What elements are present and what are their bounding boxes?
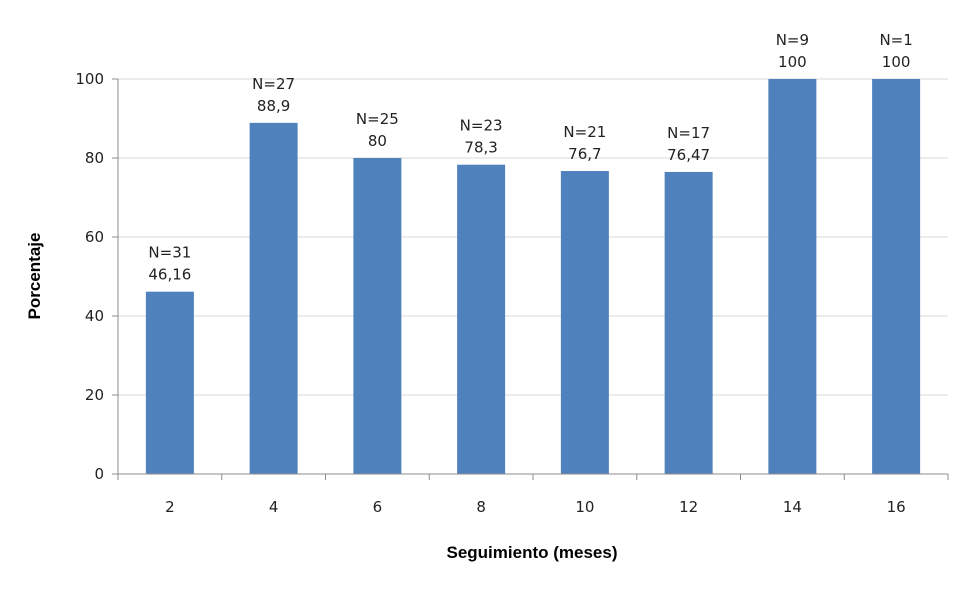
bar: [560, 171, 609, 474]
data-label: 100: [778, 53, 807, 71]
x-tick-label: 16: [887, 498, 906, 516]
n-label: N=25: [356, 110, 399, 128]
labels: 0 20 40 60 80 100 2 N=31 46,16 4 N=27 88,9 6 N=25 80 8 N…: [75, 31, 912, 516]
data-label: 78,3: [464, 139, 497, 157]
y-tick-label: 100: [75, 70, 104, 88]
bar: [872, 79, 921, 474]
data-label: 46,16: [148, 266, 191, 284]
data-label: 76,47: [667, 146, 710, 164]
y-axis-title: Porcentaje: [25, 233, 44, 320]
n-label: N=27: [252, 75, 295, 93]
y-tick-label: 0: [94, 465, 104, 483]
data-label: 88,9: [257, 97, 290, 115]
n-label: N=23: [460, 117, 503, 135]
axes: [112, 78, 949, 480]
n-label: N=21: [563, 123, 606, 141]
bar: [353, 158, 402, 474]
gridlines: [118, 78, 948, 396]
y-tick-label: 20: [85, 386, 104, 404]
data-label: 76,7: [568, 145, 601, 163]
x-tick-label: 14: [783, 498, 802, 516]
n-label: N=17: [667, 124, 710, 142]
bars: [145, 79, 921, 475]
y-tick-label: 80: [85, 149, 104, 167]
x-tick-label: 2: [165, 498, 175, 516]
data-label: 80: [368, 132, 387, 150]
bar: [145, 291, 194, 474]
n-label: N=31: [148, 244, 191, 262]
x-tick-label: 10: [575, 498, 594, 516]
bar: [768, 79, 817, 474]
bar: [249, 122, 298, 474]
y-tick-label: 60: [85, 228, 104, 246]
bar: [664, 171, 713, 475]
data-label: 100: [882, 53, 911, 71]
n-label: N=1: [879, 31, 912, 49]
x-tick-label: 6: [373, 498, 383, 516]
bar: [457, 164, 506, 474]
y-tick-label: 40: [85, 307, 104, 325]
x-tick-label: 12: [679, 498, 698, 516]
n-label: N=9: [776, 31, 809, 49]
x-tick-label: 8: [476, 498, 486, 516]
x-axis-title: Seguimiento (meses): [447, 543, 618, 562]
x-tick-label: 4: [269, 498, 279, 516]
